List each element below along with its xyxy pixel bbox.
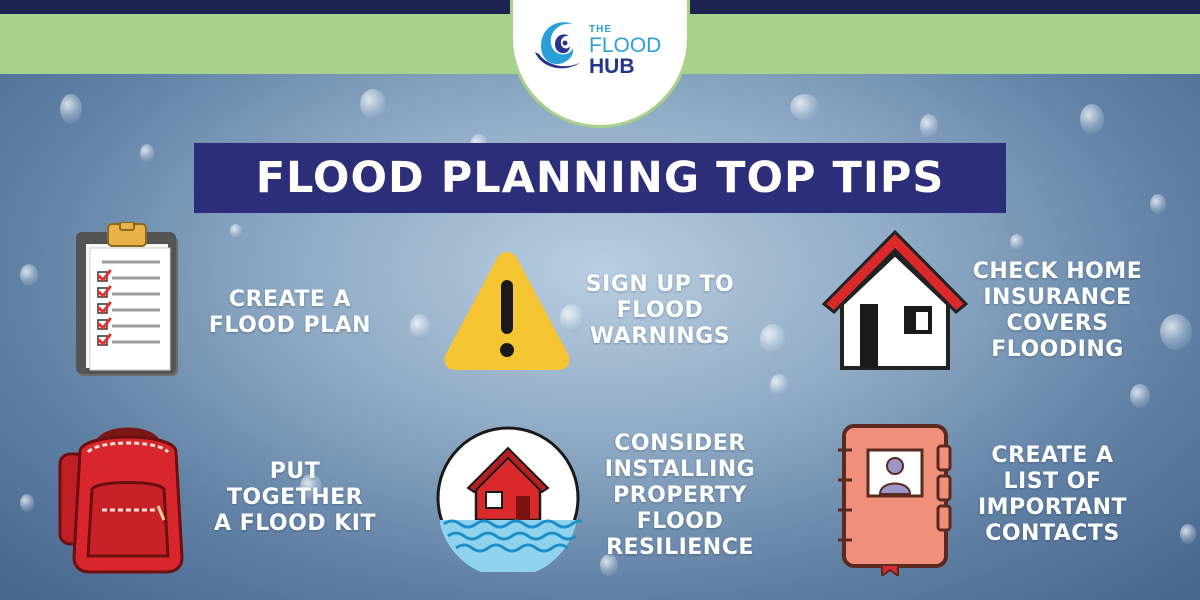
warning-icon bbox=[444, 252, 570, 370]
backpack-icon bbox=[58, 427, 184, 574]
tip-line: FLOOD PLAN bbox=[208, 313, 372, 338]
tip-line: INSTALLING bbox=[604, 457, 756, 482]
house-icon bbox=[821, 229, 969, 370]
tip-line: LIST OF bbox=[1003, 469, 1102, 494]
tip-important-contacts: CREATE A LIST OF IMPORTANT CONTACTS bbox=[955, 443, 1150, 547]
title-banner: FLOOD PLANNING TOP TIPS bbox=[194, 143, 1006, 213]
tip-line: FLOOD bbox=[616, 298, 704, 323]
flooded-house-icon bbox=[436, 426, 582, 572]
tip-line: PROPERTY bbox=[613, 483, 747, 508]
tip-line: FLOODING bbox=[991, 337, 1124, 362]
tip-line: TOGETHER bbox=[226, 485, 364, 510]
tip-line: SIGN UP TO bbox=[585, 272, 735, 297]
wave-logo-icon bbox=[535, 22, 581, 69]
tip-create-flood-plan: CREATE A FLOOD PLAN bbox=[190, 287, 390, 339]
tip-sign-up-warnings: SIGN UP TO FLOOD WARNINGS bbox=[570, 272, 750, 350]
tip-line: IMPORTANT bbox=[977, 495, 1128, 520]
tip-line: CONTACTS bbox=[985, 521, 1120, 546]
tip-line: INSURANCE bbox=[983, 285, 1132, 310]
tip-line: FLOOD bbox=[636, 509, 724, 534]
clipboard-icon bbox=[76, 222, 178, 376]
brand-hub: HUB bbox=[589, 55, 635, 78]
tip-line: CHECK HOME bbox=[972, 259, 1143, 284]
brand-the: THE bbox=[589, 24, 612, 35]
address-book-icon bbox=[838, 424, 952, 576]
tip-line: A FLOOD KIT bbox=[213, 511, 376, 536]
tip-line: CREATE A bbox=[991, 443, 1114, 468]
tip-line: WARNINGS bbox=[589, 324, 731, 349]
tip-line: CONSIDER bbox=[614, 431, 746, 456]
tip-line: CREATE A bbox=[228, 287, 352, 312]
tip-line: RESILIENCE bbox=[606, 535, 754, 560]
tip-line: COVERS bbox=[1006, 311, 1109, 336]
tip-check-home-insurance: CHECK HOME INSURANCE COVERS FLOODING bbox=[950, 259, 1165, 363]
brand-wordmark: THE FLOOD HUB bbox=[589, 24, 679, 78]
brand-flood: FLOOD bbox=[589, 34, 662, 57]
tip-flood-kit: PUT TOGETHER A FLOOD KIT bbox=[205, 459, 385, 537]
page-title: FLOOD PLANNING TOP TIPS bbox=[255, 153, 945, 203]
tip-property-resilience: CONSIDER INSTALLING PROPERTY FLOOD RESIL… bbox=[590, 431, 770, 561]
tip-line: PUT bbox=[269, 459, 321, 484]
